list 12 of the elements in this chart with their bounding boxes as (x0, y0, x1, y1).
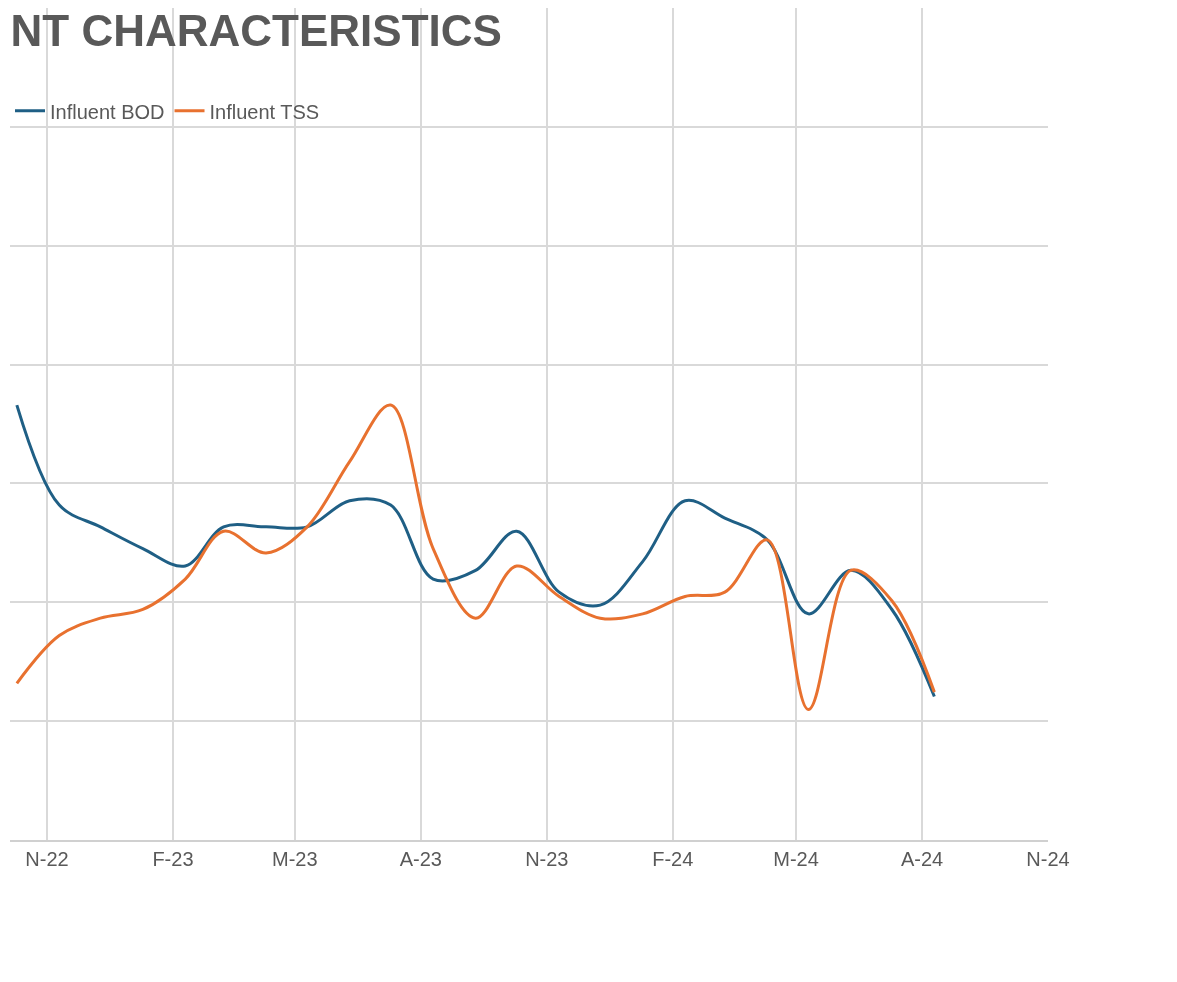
x-tick-label: A-24 (900, 848, 944, 870)
x-tick-label: M-24 (773, 848, 819, 870)
legend-label: Influent TSS (209, 100, 320, 123)
chart-title: NT CHARACTERISTICS (10, 5, 502, 55)
x-tick-label: F-23 (152, 848, 194, 870)
x-tick-label: A-23 (399, 848, 442, 870)
x-tick-label: F-24 (652, 848, 694, 870)
x-tick-label: N-24 (1026, 848, 1070, 870)
x-tick-label: N-23 (525, 848, 569, 870)
x-tick-label: N-22 (25, 848, 69, 870)
x-tick-label: M-23 (272, 848, 318, 870)
legend-label: Influent BOD (50, 100, 165, 123)
